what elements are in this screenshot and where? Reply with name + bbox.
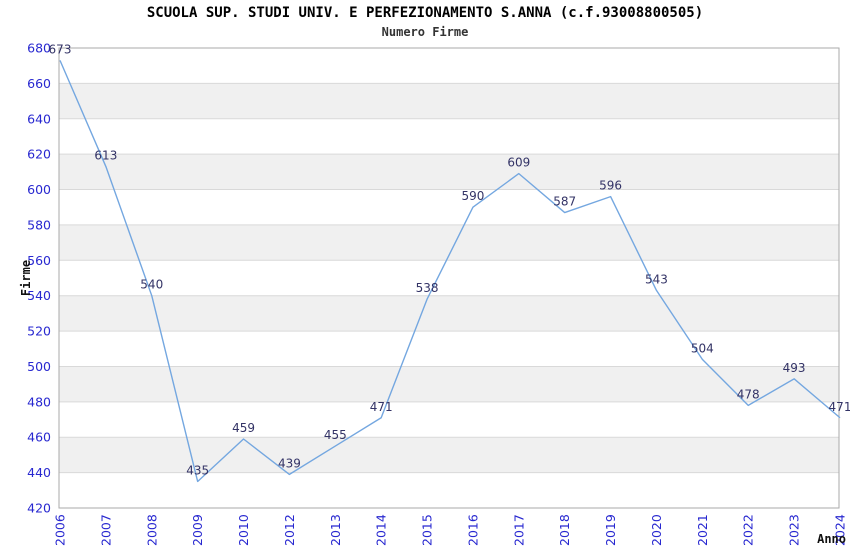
data-point-label: 538 xyxy=(416,281,439,295)
data-point-label: 504 xyxy=(691,341,714,355)
x-tick-label: 2017 xyxy=(511,514,526,546)
y-tick-label: 480 xyxy=(27,394,51,409)
data-point-label: 590 xyxy=(461,189,484,203)
data-point-label: 435 xyxy=(186,463,209,477)
y-tick-label: 500 xyxy=(27,359,51,374)
x-tick-label: 2013 xyxy=(328,514,343,546)
plot-band xyxy=(59,154,839,190)
x-tick-label: 2014 xyxy=(374,514,389,546)
x-tick-label: 2023 xyxy=(787,514,802,546)
x-tick-label: 2024 xyxy=(833,514,848,546)
x-tick-label: 2016 xyxy=(465,514,480,546)
y-tick-label: 420 xyxy=(27,501,51,516)
chart-subtitle: Numero Firme xyxy=(381,25,469,39)
data-point-label: 543 xyxy=(645,272,668,286)
y-tick-label: 560 xyxy=(27,253,51,268)
data-point-label: 471 xyxy=(829,400,850,414)
y-tick-label: 600 xyxy=(27,182,51,197)
data-point-label: 478 xyxy=(737,387,760,401)
data-point-label: 540 xyxy=(140,278,163,292)
x-tick-label: 2018 xyxy=(557,514,572,546)
data-point-label: 493 xyxy=(783,361,806,375)
x-axis-title: Anno xyxy=(817,532,846,546)
chart-title: SCUOLA SUP. STUDI UNIV. E PERFEZIONAMENT… xyxy=(146,5,704,21)
x-tick-label: 2008 xyxy=(144,514,159,546)
y-tick-label: 580 xyxy=(27,217,51,232)
data-point-label: 459 xyxy=(232,421,255,435)
x-tick-label: 2022 xyxy=(741,514,756,546)
data-point-label: 439 xyxy=(278,456,301,470)
plot-band xyxy=(59,83,839,119)
x-tick-label: 2009 xyxy=(190,514,205,546)
y-tick-label: 660 xyxy=(27,76,51,91)
y-tick-label: 440 xyxy=(27,465,51,480)
y-tick-label: 460 xyxy=(27,430,51,445)
x-tick-label: 2020 xyxy=(649,514,664,546)
x-tick-label: 2007 xyxy=(98,514,113,546)
plot-band xyxy=(59,295,839,332)
y-tick-label: 680 xyxy=(27,41,51,56)
y-tick-label: 520 xyxy=(27,324,51,339)
x-tick-label: 2015 xyxy=(420,514,435,546)
data-point-label: 596 xyxy=(599,179,622,193)
x-tick-label: 2019 xyxy=(603,514,618,546)
x-tick-label: 2010 xyxy=(236,514,251,546)
plot-band xyxy=(59,366,839,402)
data-point-label: 455 xyxy=(324,428,347,442)
x-tick-label: 2021 xyxy=(695,514,710,546)
plot-band xyxy=(59,437,839,473)
x-tick-label: 2012 xyxy=(282,514,297,546)
x-tick-label: 2006 xyxy=(53,514,68,546)
series-line xyxy=(59,60,841,483)
y-axis-title: Firme xyxy=(19,260,33,296)
y-tick-label: 540 xyxy=(27,288,51,303)
y-tick-label: 640 xyxy=(27,111,51,126)
y-tick-label: 620 xyxy=(27,147,51,162)
data-point-label: 609 xyxy=(507,156,530,170)
data-point-label: 587 xyxy=(553,195,576,209)
data-point-label: 673 xyxy=(49,42,72,56)
data-point-label: 471 xyxy=(370,400,393,414)
data-point-label: 613 xyxy=(94,149,117,163)
plot-border xyxy=(58,47,840,509)
